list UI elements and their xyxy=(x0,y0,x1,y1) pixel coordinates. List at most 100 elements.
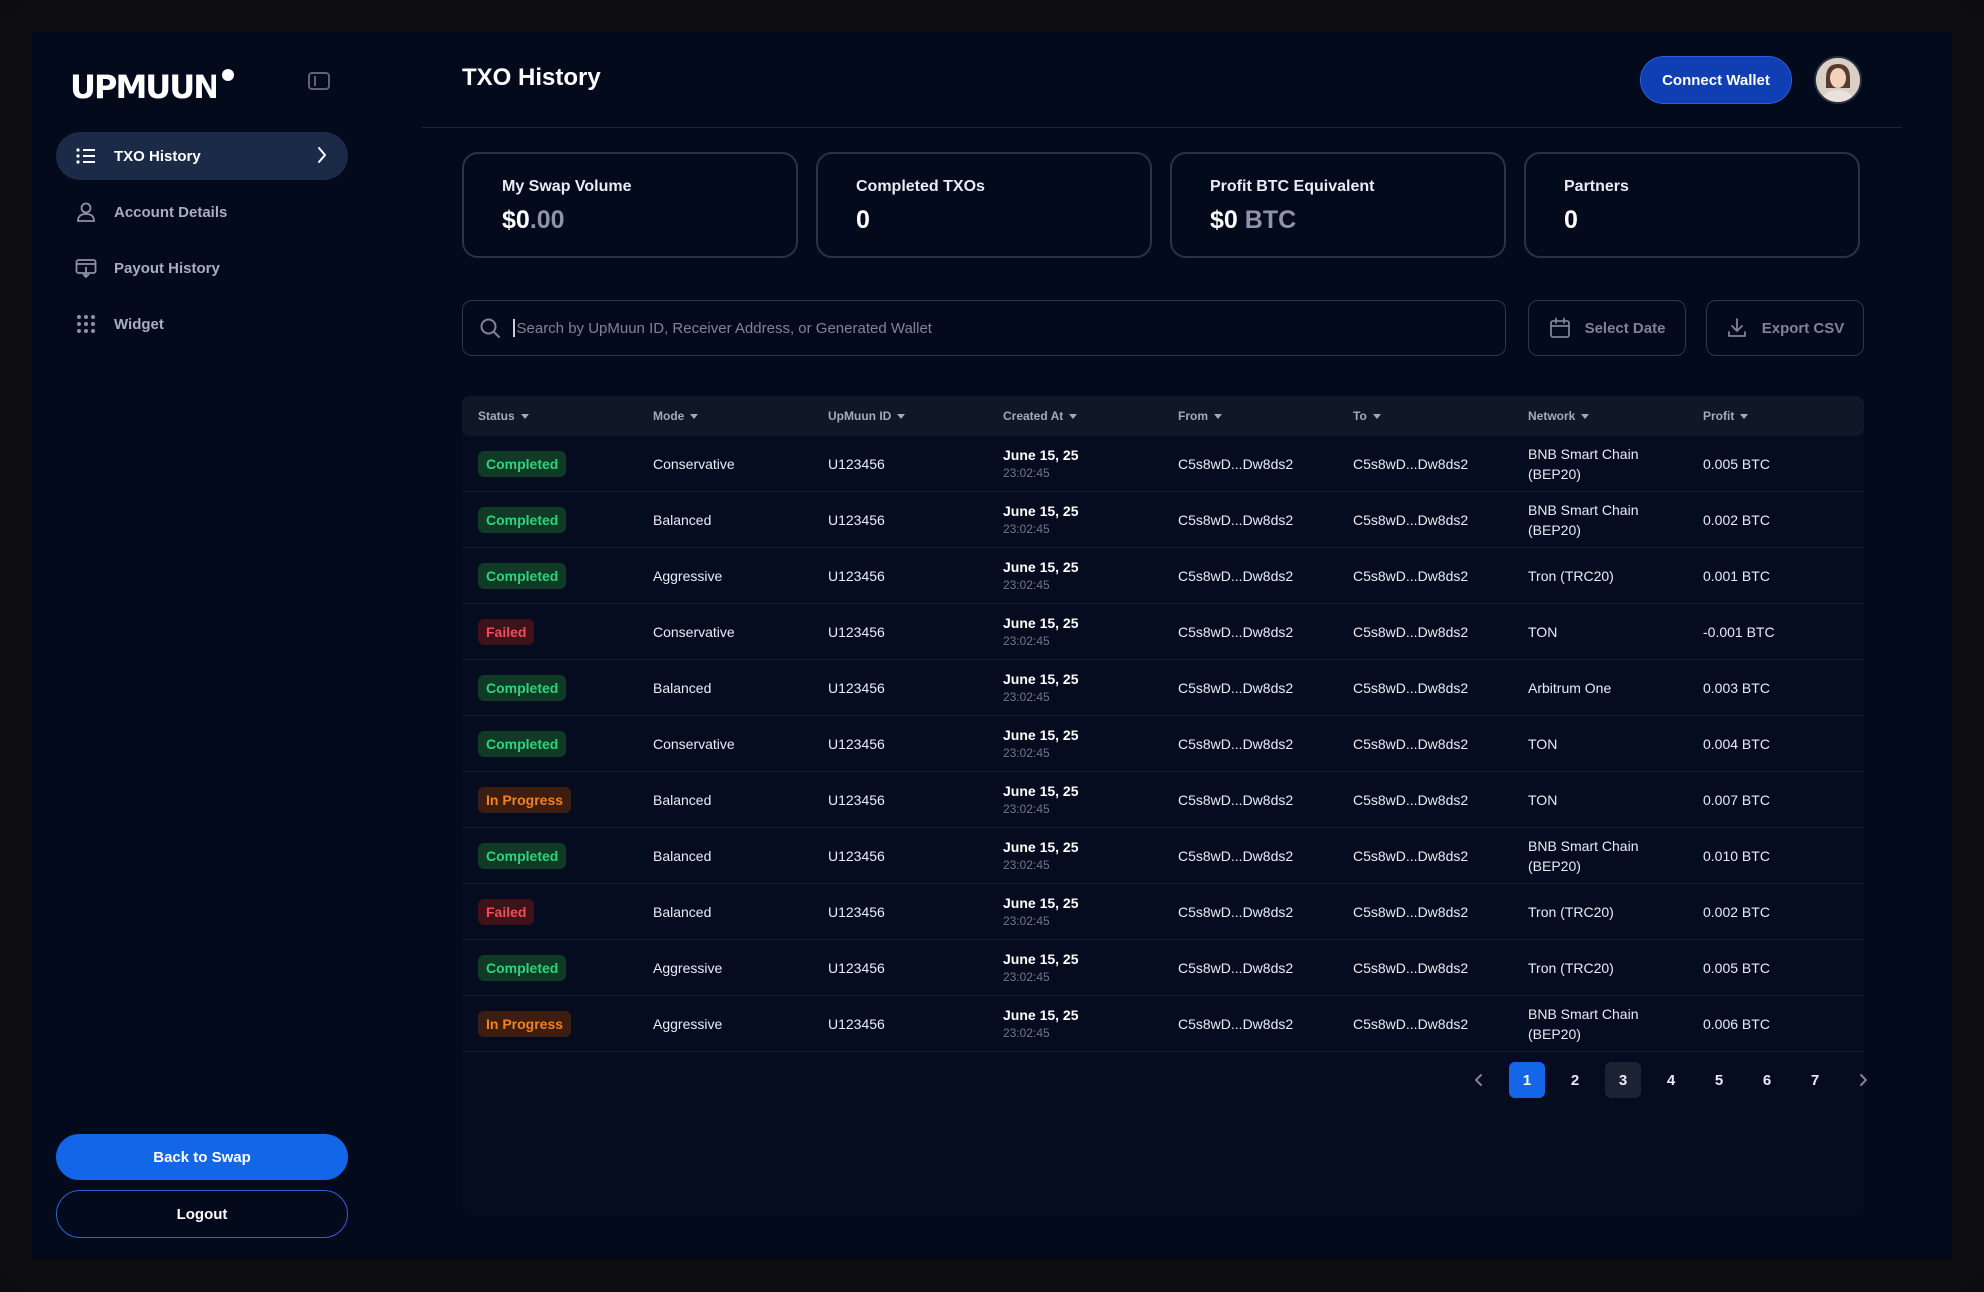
sidebar: UPMUUN TXO History Account Details Payout … xyxy=(32,32,422,1260)
column-header-profit[interactable]: Profit xyxy=(1687,409,1864,423)
brand-logo[interactable]: UPMUUN xyxy=(70,66,234,106)
back-to-swap-button[interactable]: Back to Swap xyxy=(56,1134,348,1180)
status-badge: Completed xyxy=(478,450,567,477)
export-csv-label: Export CSV xyxy=(1761,319,1845,337)
page-button-4[interactable]: 4 xyxy=(1666,1071,1676,1089)
main-content: TXO History Connect Wallet My Swap Volum… xyxy=(422,32,1952,1260)
stat-label: Profit BTC Equivalent xyxy=(1210,178,1375,195)
page-button-1[interactable]: 1 xyxy=(1509,1062,1545,1098)
from-address-cell: C5s8wD...Dw8ds2 xyxy=(1178,567,1294,584)
created-date: June 15, 25 xyxy=(1003,727,1079,743)
column-header-from[interactable]: From xyxy=(1162,409,1337,423)
status-cell: Completed xyxy=(462,506,637,533)
page-button-6[interactable]: 6 xyxy=(1762,1071,1772,1089)
column-header-created-at[interactable]: Created At xyxy=(987,409,1162,423)
status-cell: Completed xyxy=(462,450,637,477)
profit-cell: 0.005 BTC xyxy=(1703,455,1770,472)
search-bar[interactable] xyxy=(462,300,1506,356)
upmuun-id-cell: U123456 xyxy=(828,1015,885,1032)
sidebar-item-txo-history[interactable]: TXO History xyxy=(56,132,348,180)
mode-cell: Balanced xyxy=(653,903,712,920)
connect-wallet-button[interactable]: Connect Wallet xyxy=(1640,56,1792,104)
sort-caret-icon xyxy=(1372,413,1381,419)
table-row[interactable]: Completed Balanced U123456 June 15, 25 23:02… xyxy=(462,660,1864,716)
table-row[interactable]: Completed Conservative U123456 June 15, 25 2… xyxy=(462,716,1864,772)
stats-row: My Swap Volume $0.00 Completed TXOs 0 Profit… xyxy=(462,152,1860,258)
to-address-cell: C5s8wD...Dw8ds2 xyxy=(1353,903,1469,920)
avatar[interactable] xyxy=(1814,56,1862,104)
sidebar-item-account-details[interactable]: Account Details xyxy=(56,188,348,236)
table-row[interactable]: In Progress Aggressive U123456 June 15, 25 2… xyxy=(462,996,1864,1052)
sort-caret-icon xyxy=(1214,413,1222,419)
logo-mark-icon: UPMUUN xyxy=(70,70,216,102)
created-at-cell: June 15, 25 23:02:45 xyxy=(987,559,1162,592)
stat-value: 0 xyxy=(1564,206,1820,235)
created-at-cell: June 15, 25 23:02:45 xyxy=(987,503,1162,536)
mode-cell: Balanced xyxy=(653,511,712,528)
next-page-icon[interactable] xyxy=(1845,1062,1881,1098)
network-cell: Arbitrum One xyxy=(1528,679,1612,696)
profit-cell: 0.010 BTC xyxy=(1703,847,1770,864)
logout-button[interactable]: Logout xyxy=(56,1190,348,1238)
table-body: Completed Conservative U123456 June 15, 25 2… xyxy=(462,436,1864,1052)
to-address-cell: C5s8wD...Dw8ds2 xyxy=(1353,511,1469,528)
table-row[interactable]: Completed Balanced U123456 June 15, 25 23:02… xyxy=(462,492,1864,548)
column-header-mode[interactable]: Mode xyxy=(637,409,812,423)
status-badge: Completed xyxy=(478,954,567,981)
column-header-network[interactable]: Network xyxy=(1512,409,1687,423)
sidebar-actions: Back to Swap Logout xyxy=(56,1134,348,1238)
table-row[interactable]: Completed Conservative U123456 June 15, 25 2… xyxy=(462,436,1864,492)
user-avatar-icon xyxy=(1816,58,1860,102)
mode-cell: Conservative xyxy=(653,735,735,752)
table-row[interactable]: Completed Aggressive U123456 June 15, 25 23:… xyxy=(462,940,1864,996)
page-button-5[interactable]: 5 xyxy=(1714,1071,1724,1089)
stat-value: $0.00 xyxy=(502,206,758,235)
sidebar-collapse-icon[interactable] xyxy=(308,72,330,90)
network-cell: TON xyxy=(1528,623,1558,640)
calendar-icon xyxy=(1549,317,1570,338)
to-address-cell: C5s8wD...Dw8ds2 xyxy=(1353,567,1469,584)
upmuun-id-cell: U123456 xyxy=(828,735,885,752)
column-header-to[interactable]: To xyxy=(1337,409,1512,423)
previous-page-icon[interactable] xyxy=(1461,1062,1497,1098)
stat-label: My Swap Volume xyxy=(502,178,632,195)
status-cell: Completed xyxy=(462,674,637,701)
status-cell: In Progress xyxy=(462,1010,637,1037)
upmuun-id-cell: U123456 xyxy=(828,679,885,696)
search-input[interactable] xyxy=(516,319,1505,337)
table-row[interactable]: In Progress Balanced U123456 June 15, 25 23:… xyxy=(462,772,1864,828)
created-at-cell: June 15, 25 23:02:45 xyxy=(987,951,1162,984)
status-cell: Failed xyxy=(462,898,637,925)
mode-cell: Balanced xyxy=(653,679,712,696)
status-cell: Failed xyxy=(462,618,637,645)
column-header-label: Network xyxy=(1528,409,1576,423)
sidebar-item-widget[interactable]: Widget xyxy=(56,300,348,348)
from-address-cell: C5s8wD...Dw8ds2 xyxy=(1178,959,1294,976)
column-header-status[interactable]: Status xyxy=(462,409,637,423)
created-date: June 15, 25 xyxy=(1003,447,1079,463)
column-header-upmuun-id[interactable]: UpMuun ID xyxy=(812,409,987,423)
select-date-button[interactable]: Select Date xyxy=(1528,300,1686,356)
table-row[interactable]: Completed Aggressive U123456 June 15, 25 23:… xyxy=(462,548,1864,604)
page-button-3[interactable]: 3 xyxy=(1605,1062,1641,1098)
to-address-cell: C5s8wD...Dw8ds2 xyxy=(1353,959,1469,976)
table-row[interactable]: Failed Conservative U123456 June 15, 25 23:0… xyxy=(462,604,1864,660)
page-button-7[interactable]: 7 xyxy=(1810,1071,1820,1089)
upmuun-id-cell: U123456 xyxy=(828,455,885,472)
profit-cell: 0.002 BTC xyxy=(1703,511,1770,528)
created-time: 23:02:45 xyxy=(1003,914,1050,928)
created-time: 23:02:45 xyxy=(1003,746,1050,760)
table-row[interactable]: Failed Balanced U123456 June 15, 25 23:02:45… xyxy=(462,884,1864,940)
to-address-cell: C5s8wD...Dw8ds2 xyxy=(1353,791,1469,808)
download-icon xyxy=(1727,318,1746,337)
user-icon xyxy=(74,200,98,224)
sidebar-item-payout-history[interactable]: Payout History xyxy=(56,244,348,292)
table-row[interactable]: Completed Balanced U123456 June 15, 25 23:02… xyxy=(462,828,1864,884)
page-button-2[interactable]: 2 xyxy=(1570,1071,1580,1089)
sort-caret-icon xyxy=(520,413,529,419)
column-header-label: From xyxy=(1178,409,1208,423)
export-csv-button[interactable]: Export CSV xyxy=(1706,300,1864,356)
sidebar-nav: TXO History Account Details Payout History… xyxy=(56,132,348,356)
column-header-label: Created At xyxy=(1003,409,1064,423)
